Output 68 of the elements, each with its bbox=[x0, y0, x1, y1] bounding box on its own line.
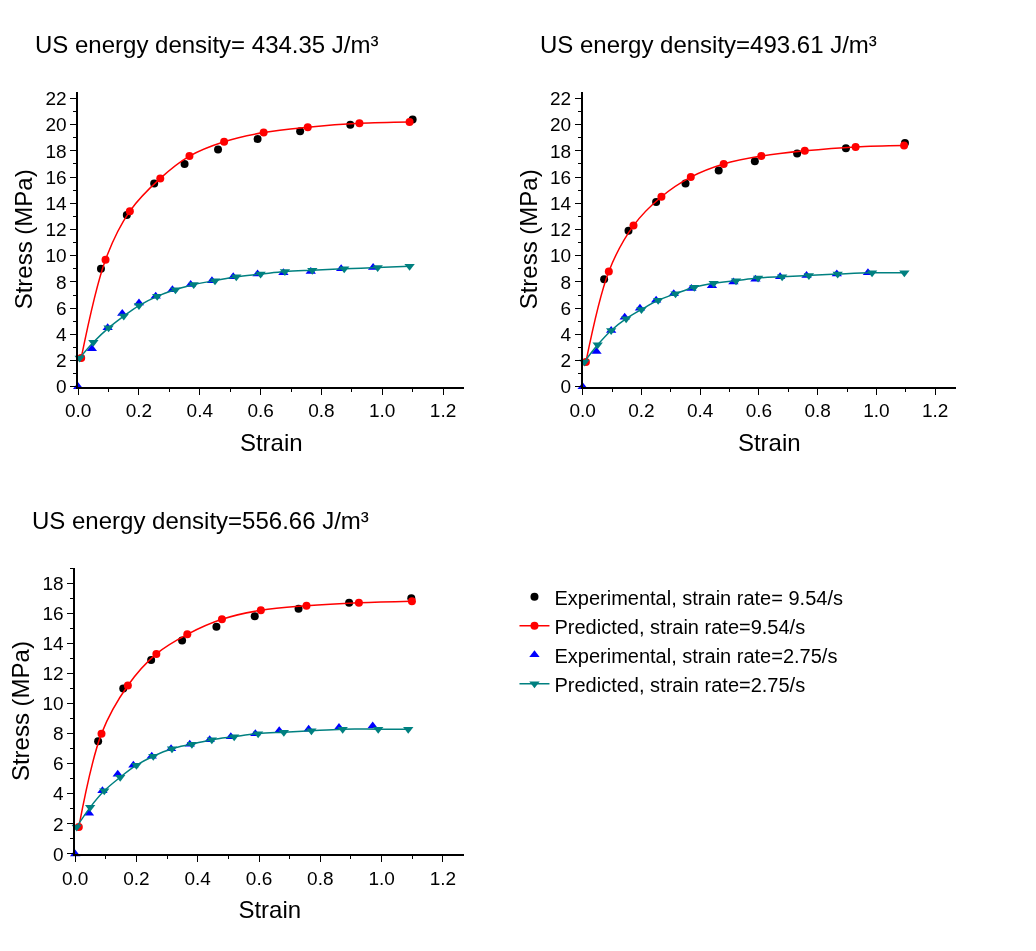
y-tick-label: 8 bbox=[53, 723, 64, 745]
y-tick-label: 4 bbox=[560, 324, 572, 346]
y-tick-label: 8 bbox=[560, 271, 572, 293]
y-tick-label: 10 bbox=[549, 245, 572, 267]
y-tick-label: 10 bbox=[45, 245, 67, 267]
y-tick-label: 18 bbox=[549, 140, 572, 162]
y-axis-title: Stress (MPa) bbox=[10, 169, 38, 310]
x-tick-label: 1.2 bbox=[922, 400, 949, 422]
x-tick-label: 1.0 bbox=[863, 400, 890, 422]
x-tick-label: 0.4 bbox=[686, 400, 714, 422]
y-tick-label: 6 bbox=[560, 297, 572, 319]
y-tick-label: 14 bbox=[42, 633, 65, 655]
x-tick-label: 0.8 bbox=[308, 400, 335, 422]
y-tick-label: 20 bbox=[549, 114, 572, 136]
legend-label: Predicted, strain rate=9.54/s bbox=[554, 615, 806, 638]
legend-label: Predicted, strain rate=2.75/s bbox=[554, 673, 806, 696]
chart-title: US energy density=556.66 J/m³ bbox=[32, 507, 369, 534]
chart-title: US energy density=493.61 J/m³ bbox=[540, 31, 877, 58]
y-tick-label: 14 bbox=[549, 192, 572, 214]
x-tick-label: 1.0 bbox=[368, 867, 395, 889]
y-tick-label: 8 bbox=[56, 271, 67, 293]
y-tick-label: 0 bbox=[560, 376, 572, 398]
y-tick-label: 14 bbox=[45, 192, 68, 214]
x-tick-label: 1.2 bbox=[429, 867, 457, 889]
x-tick-label: 0.2 bbox=[123, 867, 150, 889]
x-axis-title: Strain bbox=[239, 429, 303, 457]
y-axis-title: Stress (MPa) bbox=[7, 641, 35, 782]
x-tick-label: 0.2 bbox=[628, 400, 655, 422]
x-tick-label: 0.4 bbox=[186, 400, 214, 422]
y-tick-label: 22 bbox=[45, 88, 67, 110]
x-tick-label: 0.0 bbox=[61, 867, 89, 889]
x-tick-label: 1.0 bbox=[369, 400, 396, 422]
chart-title: US energy density= 434.35 J/m³ bbox=[35, 31, 379, 58]
y-tick-label: 10 bbox=[42, 693, 64, 715]
y-tick-label: 22 bbox=[549, 88, 572, 110]
y-tick-label: 2 bbox=[53, 813, 64, 835]
y-axis-title: Stress (MPa) bbox=[514, 169, 542, 310]
y-tick-label: 2 bbox=[560, 350, 572, 372]
y-tick-label: 4 bbox=[56, 324, 68, 346]
y-tick-label: 16 bbox=[549, 166, 572, 188]
y-tick-label: 16 bbox=[45, 166, 67, 188]
y-tick-label: 16 bbox=[42, 602, 64, 624]
y-tick-label: 12 bbox=[42, 663, 64, 685]
x-tick-label: 0.6 bbox=[745, 400, 773, 422]
y-tick-label: 0 bbox=[53, 843, 64, 865]
y-tick-label: 0 bbox=[56, 376, 67, 398]
y-tick-label: 6 bbox=[56, 297, 67, 319]
y-tick-label: 4 bbox=[53, 783, 65, 805]
y-tick-label: 2 bbox=[56, 350, 67, 372]
y-tick-label: 12 bbox=[45, 219, 67, 241]
x-tick-label: 1.2 bbox=[429, 400, 457, 422]
x-tick-label: 0.0 bbox=[64, 400, 92, 422]
x-tick-label: 0.6 bbox=[245, 867, 273, 889]
y-tick-label: 18 bbox=[45, 140, 67, 162]
y-tick-label: 12 bbox=[549, 219, 572, 241]
x-tick-label: 0.4 bbox=[184, 867, 212, 889]
x-axis-title: Strain bbox=[238, 896, 302, 924]
x-tick-label: 0.8 bbox=[307, 867, 334, 889]
y-tick-label: 20 bbox=[45, 114, 67, 136]
y-tick-label: 18 bbox=[42, 572, 64, 594]
x-axis-title: Strain bbox=[737, 429, 801, 457]
x-tick-label: 0.8 bbox=[804, 400, 831, 422]
x-tick-label: 0.2 bbox=[125, 400, 153, 422]
x-tick-label: 0.0 bbox=[569, 400, 596, 422]
legend-label: Experimental, strain rate=2.75/s bbox=[554, 644, 838, 667]
x-tick-label: 0.6 bbox=[247, 400, 274, 422]
legend-label: Experimental, strain rate= 9.54/s bbox=[554, 586, 843, 609]
y-tick-label: 6 bbox=[53, 753, 64, 775]
